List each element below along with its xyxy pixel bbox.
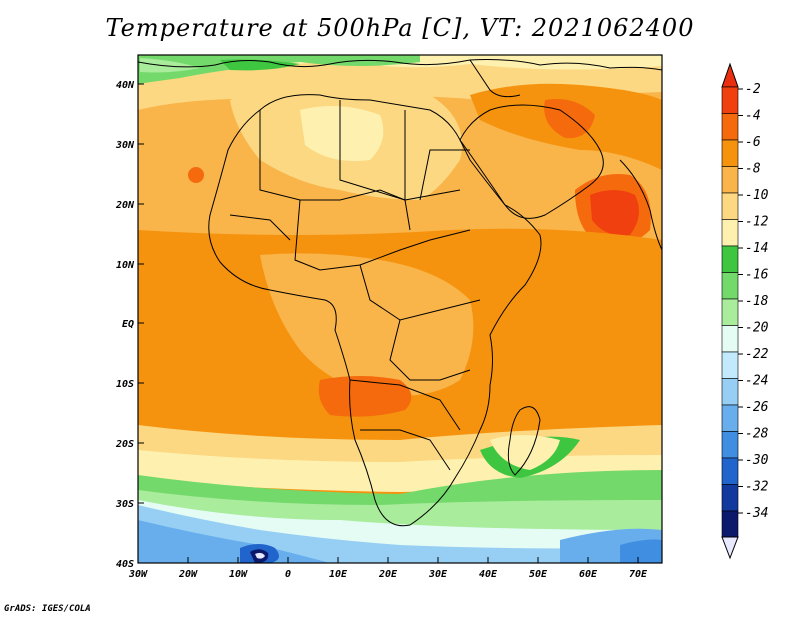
- colorbar-label: -16: [745, 268, 769, 283]
- colorbar-label: -20: [745, 321, 769, 336]
- latitude-labels: 40N 30N 20N 10N EQ 10S 20S 30S 40S: [115, 80, 135, 570]
- colorbar-cell: [721, 298, 739, 326]
- temperature-field: [138, 55, 662, 563]
- lon-label: 20W: [178, 569, 198, 580]
- colorbar-label: -18: [745, 294, 769, 309]
- colorbar-cell: [721, 245, 739, 273]
- lon-label: 10E: [329, 569, 348, 580]
- axis-ticks: [138, 83, 639, 563]
- lon-label: 30E: [428, 569, 448, 580]
- colorbar-top-triangle: [721, 62, 739, 88]
- colorbar-label: -30: [745, 453, 769, 468]
- colorbar-label: -2: [745, 82, 761, 97]
- colorbar-cell: [721, 378, 739, 406]
- lat-label: EQ: [122, 319, 134, 330]
- lon-label: 20E: [378, 569, 398, 580]
- lat-label: 40S: [116, 559, 134, 570]
- colorbar-label: -6: [745, 135, 761, 150]
- lon-label: 60E: [579, 569, 598, 580]
- lat-label: 10N: [116, 260, 135, 271]
- colorbar-cell: [721, 139, 739, 167]
- colorbar-label: -26: [745, 400, 769, 415]
- colorbar-cell: [721, 166, 739, 194]
- colorbar-cell: [721, 351, 739, 379]
- colorbar-bottom-triangle: [721, 536, 739, 560]
- colorbar-cell: [721, 510, 739, 538]
- lat-label: 20S: [115, 439, 134, 450]
- lon-label: 0: [285, 569, 291, 580]
- colorbar-cell: [721, 219, 739, 247]
- colorbar-label: -14: [745, 241, 768, 256]
- colorbar-cell: [721, 86, 739, 114]
- colorbar: -2 -4 -6 -8 -10 -12 -14 -16 -18 -20 -22 -24 -26 -28 -3…: [721, 62, 769, 560]
- colorbar-label: -8: [745, 162, 761, 177]
- colorbar-cell: [721, 431, 739, 459]
- colorbar-cell: [721, 272, 739, 300]
- colorbar-cell: [721, 192, 739, 220]
- colorbar-cell: [721, 457, 739, 485]
- colorbar-cell: [721, 325, 739, 353]
- colorbar-label: -32: [745, 480, 769, 495]
- colorbar-cell: [721, 404, 739, 432]
- colorbar-cell: [721, 113, 739, 141]
- lat-label: 20N: [115, 200, 135, 211]
- longitude-labels: 30W 20W 10W 0 10E 20E 30E 40E 50E 60E 70…: [128, 569, 648, 580]
- lat-label: 30S: [115, 499, 134, 510]
- colorbar-label: -24: [745, 374, 768, 389]
- colorbar-label: -28: [745, 427, 769, 442]
- lon-label: 10W: [229, 569, 248, 580]
- lat-label: 30N: [115, 140, 135, 151]
- footer-credit: GrADS: IGES/COLA: [4, 604, 91, 614]
- coastlines: [138, 59, 662, 527]
- colorbar-label: -10: [745, 188, 769, 203]
- lon-label: 50E: [529, 569, 548, 580]
- colorbar-label: -12: [745, 215, 769, 230]
- colorbar-label: -4: [745, 109, 761, 124]
- lat-label: 40N: [116, 80, 135, 91]
- lon-label: 30W: [128, 569, 148, 580]
- lon-label: 40E: [479, 569, 498, 580]
- lon-label: 70E: [629, 569, 648, 580]
- colorbar-cell: [721, 484, 739, 512]
- colorbar-label: -22: [745, 347, 769, 362]
- map-title: Temperature at 500hPa [C], VT: 202106240…: [105, 14, 695, 42]
- plot-frame: [137, 54, 663, 564]
- lat-label: 10S: [116, 379, 134, 390]
- colorbar-label: -34: [745, 506, 768, 521]
